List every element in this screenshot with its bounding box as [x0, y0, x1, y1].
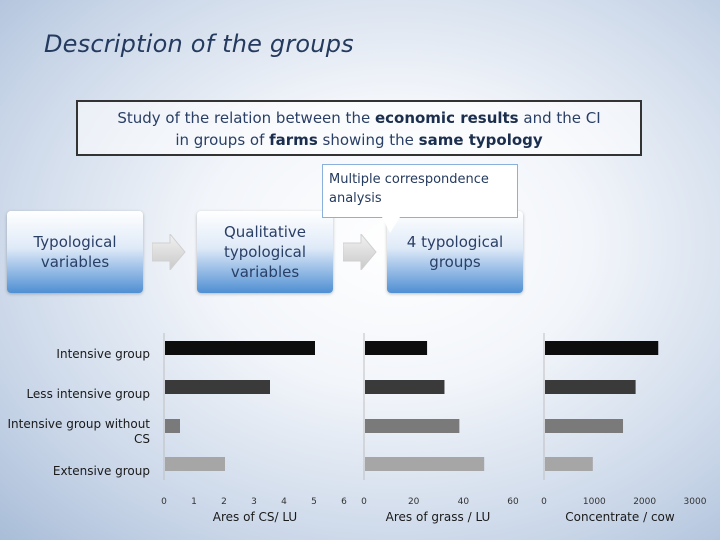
study-text: in groups of	[175, 131, 270, 149]
flow-box-label: Typological variables	[33, 233, 117, 271]
bar-intensive-group	[545, 341, 659, 355]
study-line-1: Study of the relation between the econom…	[78, 107, 640, 129]
tick-label: 40	[458, 497, 470, 507]
row-label-intensive: Intensive group	[56, 347, 150, 361]
flow-box-typological-variables: Typological variables	[7, 211, 143, 293]
tick-label: 2	[221, 497, 227, 507]
tick-label: 5	[311, 497, 317, 507]
bar-extensive-group	[165, 457, 225, 471]
page-title: Description of the groups	[44, 30, 354, 58]
tick-label: 0	[541, 497, 547, 507]
bar-less-intensive-group	[545, 380, 636, 394]
flow-box-typological-groups: 4 typological groups	[387, 211, 523, 293]
tick-label: 0	[361, 497, 367, 507]
study-text: showing the	[317, 131, 419, 149]
flow-box-qualitative-variables: Qualitative typological variables	[197, 211, 333, 293]
bar-less-intensive-group	[365, 380, 445, 394]
bar-intensive-group-without-cs	[165, 419, 180, 433]
bar-extensive-group	[365, 457, 485, 471]
flow-box-label: 4 typological groups	[406, 233, 504, 271]
bar-intensive-group	[365, 341, 428, 355]
study-box: Study of the relation between the econom…	[76, 100, 642, 156]
tick-label: 20	[408, 497, 420, 507]
row-label-less-intensive: Less intensive group	[26, 387, 150, 401]
bar-intensive-group-without-cs	[365, 419, 460, 433]
tick-label: 3	[251, 497, 257, 507]
axis-label-cs: Ares of CS/ LU	[212, 510, 298, 524]
study-line-2: in groups of farms showing the same typo…	[78, 129, 640, 151]
callout-text: Multiple correspondence analysis	[329, 172, 489, 206]
axis-label-concentrate: Concentrate / cow	[565, 510, 675, 524]
tick-label: 1000	[583, 497, 606, 507]
right-arrow-icon	[152, 234, 186, 270]
study-text: Study of the relation between the	[117, 109, 375, 127]
callout-bubble: Multiple correspondence analysis	[322, 164, 518, 218]
flow-box-label: Qualitative typological variables	[223, 223, 307, 281]
bar-less-intensive-group	[165, 380, 270, 394]
tick-label: 6	[341, 497, 347, 507]
bar-extensive-group	[545, 457, 593, 471]
row-label-extensive: Extensive group	[52, 464, 150, 478]
right-arrow-icon	[343, 234, 377, 270]
study-bold-economic: economic results	[374, 109, 519, 127]
study-bold-farms: farms	[269, 131, 318, 149]
tick-label: 2000	[633, 497, 656, 507]
row-label-intensive-without-cs: Intensive group without CS	[7, 417, 151, 446]
axis-label-grass: Ares of grass / LU	[385, 510, 491, 524]
tick-label: 4	[281, 497, 287, 507]
tick-label: 0	[161, 497, 167, 507]
tick-label: 1	[191, 497, 197, 507]
bar-intensive-group-without-cs	[545, 419, 624, 433]
bar-intensive-group	[165, 341, 315, 355]
tick-label: 3000	[684, 497, 707, 507]
study-text: and the CI	[518, 109, 601, 127]
tick-label: 60	[507, 497, 519, 507]
study-bold-typology: same typology	[418, 131, 543, 149]
callout-tail	[382, 217, 400, 233]
